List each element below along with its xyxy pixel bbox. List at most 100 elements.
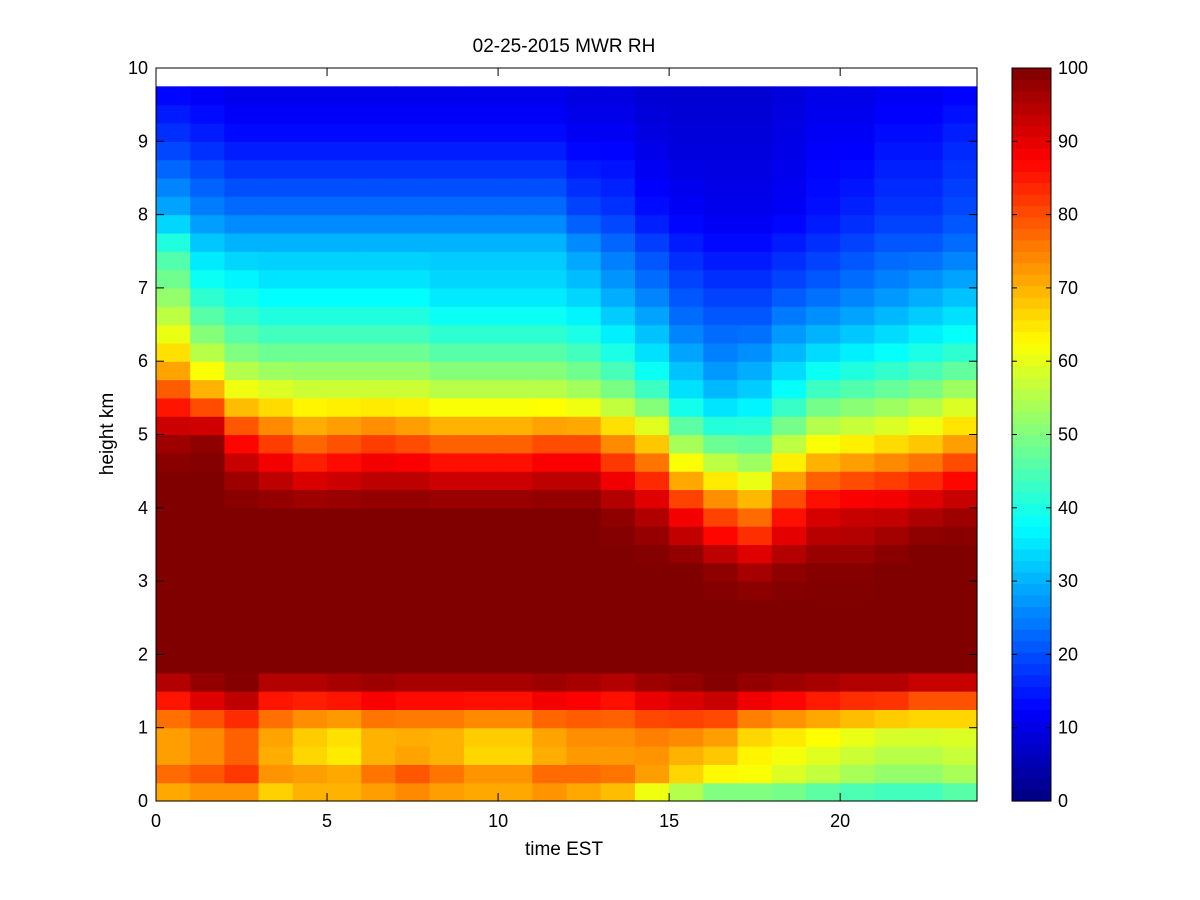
heatmap-cell xyxy=(908,489,944,509)
heatmap-cell xyxy=(498,746,533,765)
heatmap-cell xyxy=(258,232,294,252)
heatmap-cell xyxy=(703,672,739,692)
colorbar-band xyxy=(1012,182,1051,195)
heatmap-cell xyxy=(156,379,191,399)
heatmap-cell xyxy=(361,416,397,436)
heatmap-cell xyxy=(463,104,499,124)
heatmap-cell xyxy=(292,251,328,271)
heatmap-cell xyxy=(942,599,978,619)
heatmap-cell xyxy=(874,636,910,655)
heatmap-cell xyxy=(874,672,910,692)
colorbar-band xyxy=(1012,766,1051,779)
heatmap-cell xyxy=(156,397,191,417)
heatmap-cell xyxy=(156,691,191,710)
y-tick-label: 10 xyxy=(128,58,148,78)
heatmap-cell xyxy=(156,544,191,564)
heatmap-cell xyxy=(532,232,568,252)
heatmap-cell xyxy=(566,159,602,179)
heatmap-cell xyxy=(805,654,841,674)
colorbar-band xyxy=(1012,743,1051,756)
colorbar-band xyxy=(1012,491,1051,504)
colorbar-band xyxy=(1012,445,1051,458)
heatmap-cell xyxy=(840,122,875,142)
heatmap-cell xyxy=(292,746,328,765)
heatmap-cell xyxy=(805,141,841,161)
heatmap-cell xyxy=(532,672,568,692)
heatmap-cell xyxy=(463,269,499,289)
heatmap-cell xyxy=(429,196,465,216)
heatmap-cell xyxy=(874,196,910,216)
heatmap-cell xyxy=(600,196,636,216)
colorbar-band xyxy=(1012,571,1051,584)
heatmap-cell xyxy=(190,416,226,436)
heatmap-cell xyxy=(292,232,328,252)
heatmap-cell xyxy=(498,141,533,161)
heatmap-cell xyxy=(669,361,704,381)
colorbar-band xyxy=(1012,159,1051,172)
heatmap-cell xyxy=(498,691,533,710)
heatmap-cell xyxy=(737,562,773,582)
heatmap-cell xyxy=(156,232,191,252)
heatmap-cell xyxy=(566,416,602,436)
heatmap-cell xyxy=(942,654,978,674)
heatmap-cell xyxy=(737,544,773,564)
heatmap-cell xyxy=(840,727,875,747)
heatmap-cell xyxy=(327,764,362,784)
heatmap-cell xyxy=(737,434,773,454)
colorbar-band xyxy=(1012,503,1051,516)
heatmap-cell xyxy=(258,324,294,344)
heatmap-cell xyxy=(874,581,910,601)
heatmap-cell xyxy=(805,544,841,564)
heatmap-cell xyxy=(669,727,704,747)
heatmap-cell xyxy=(634,269,670,289)
heatmap-cell xyxy=(395,636,431,655)
heatmap-cell xyxy=(600,434,636,454)
heatmap-cell xyxy=(908,379,944,399)
heatmap-cell xyxy=(395,526,431,546)
heatmap-cell xyxy=(600,782,636,802)
heatmap-cell xyxy=(327,306,362,326)
heatmap-cell xyxy=(874,471,910,491)
heatmap-cell xyxy=(566,727,602,747)
colorbar-band xyxy=(1012,136,1051,149)
heatmap-cell xyxy=(292,141,328,161)
heatmap-cell xyxy=(327,196,362,216)
heatmap-cell xyxy=(908,342,944,362)
heatmap-cell xyxy=(703,434,739,454)
heatmap-cell xyxy=(361,269,397,289)
heatmap-cell xyxy=(908,599,944,619)
heatmap-cell xyxy=(292,379,328,399)
heatmap-cell xyxy=(942,764,978,784)
heatmap-cell xyxy=(942,342,978,362)
heatmap-cell xyxy=(634,342,670,362)
heatmap-cell xyxy=(429,544,465,564)
heatmap-cell xyxy=(669,141,704,161)
heatmap-cell xyxy=(463,764,499,784)
heatmap-cell xyxy=(292,526,328,546)
heatmap-cell xyxy=(840,196,875,216)
heatmap-cell xyxy=(840,526,875,546)
heatmap-cell xyxy=(942,122,978,142)
heatmap-cell xyxy=(292,636,328,655)
heatmap-cell xyxy=(224,654,260,674)
heatmap-cell xyxy=(805,672,841,692)
heatmap-cell xyxy=(566,141,602,161)
heatmap-cell xyxy=(395,104,431,124)
heatmap-cell xyxy=(292,727,328,747)
heatmap-cell xyxy=(703,177,739,197)
heatmap-cell xyxy=(840,581,875,601)
heatmap-cell xyxy=(874,269,910,289)
heatmap-cell xyxy=(874,159,910,179)
heatmap-cell xyxy=(258,727,294,747)
heatmap-cell xyxy=(190,177,226,197)
heatmap-cell xyxy=(600,177,636,197)
heatmap-cell xyxy=(566,86,602,106)
heatmap-cell xyxy=(840,654,875,674)
heatmap-cell xyxy=(737,489,773,509)
heatmap-cell xyxy=(600,122,636,142)
heatmap-cell xyxy=(327,746,362,765)
heatmap-cell xyxy=(463,709,499,729)
heatmap-cell xyxy=(634,727,670,747)
heatmap-cell xyxy=(737,782,773,802)
heatmap-cell xyxy=(258,434,294,454)
